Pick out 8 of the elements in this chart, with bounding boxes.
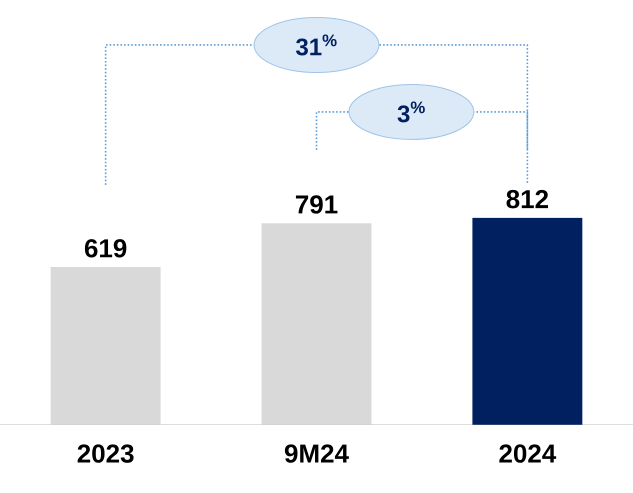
- x-tick-label: 2024: [499, 444, 556, 463]
- x-tick-label: 9M24: [284, 444, 349, 463]
- x-tick-label: 2023: [78, 444, 134, 463]
- text: 31$^{%}$: [296, 34, 337, 56]
- data-label: 619: [84, 239, 126, 258]
- data-label: 812: [506, 190, 548, 208]
- data-label: 791: [296, 195, 338, 214]
- text: 3$^{%}$: [398, 102, 425, 123]
